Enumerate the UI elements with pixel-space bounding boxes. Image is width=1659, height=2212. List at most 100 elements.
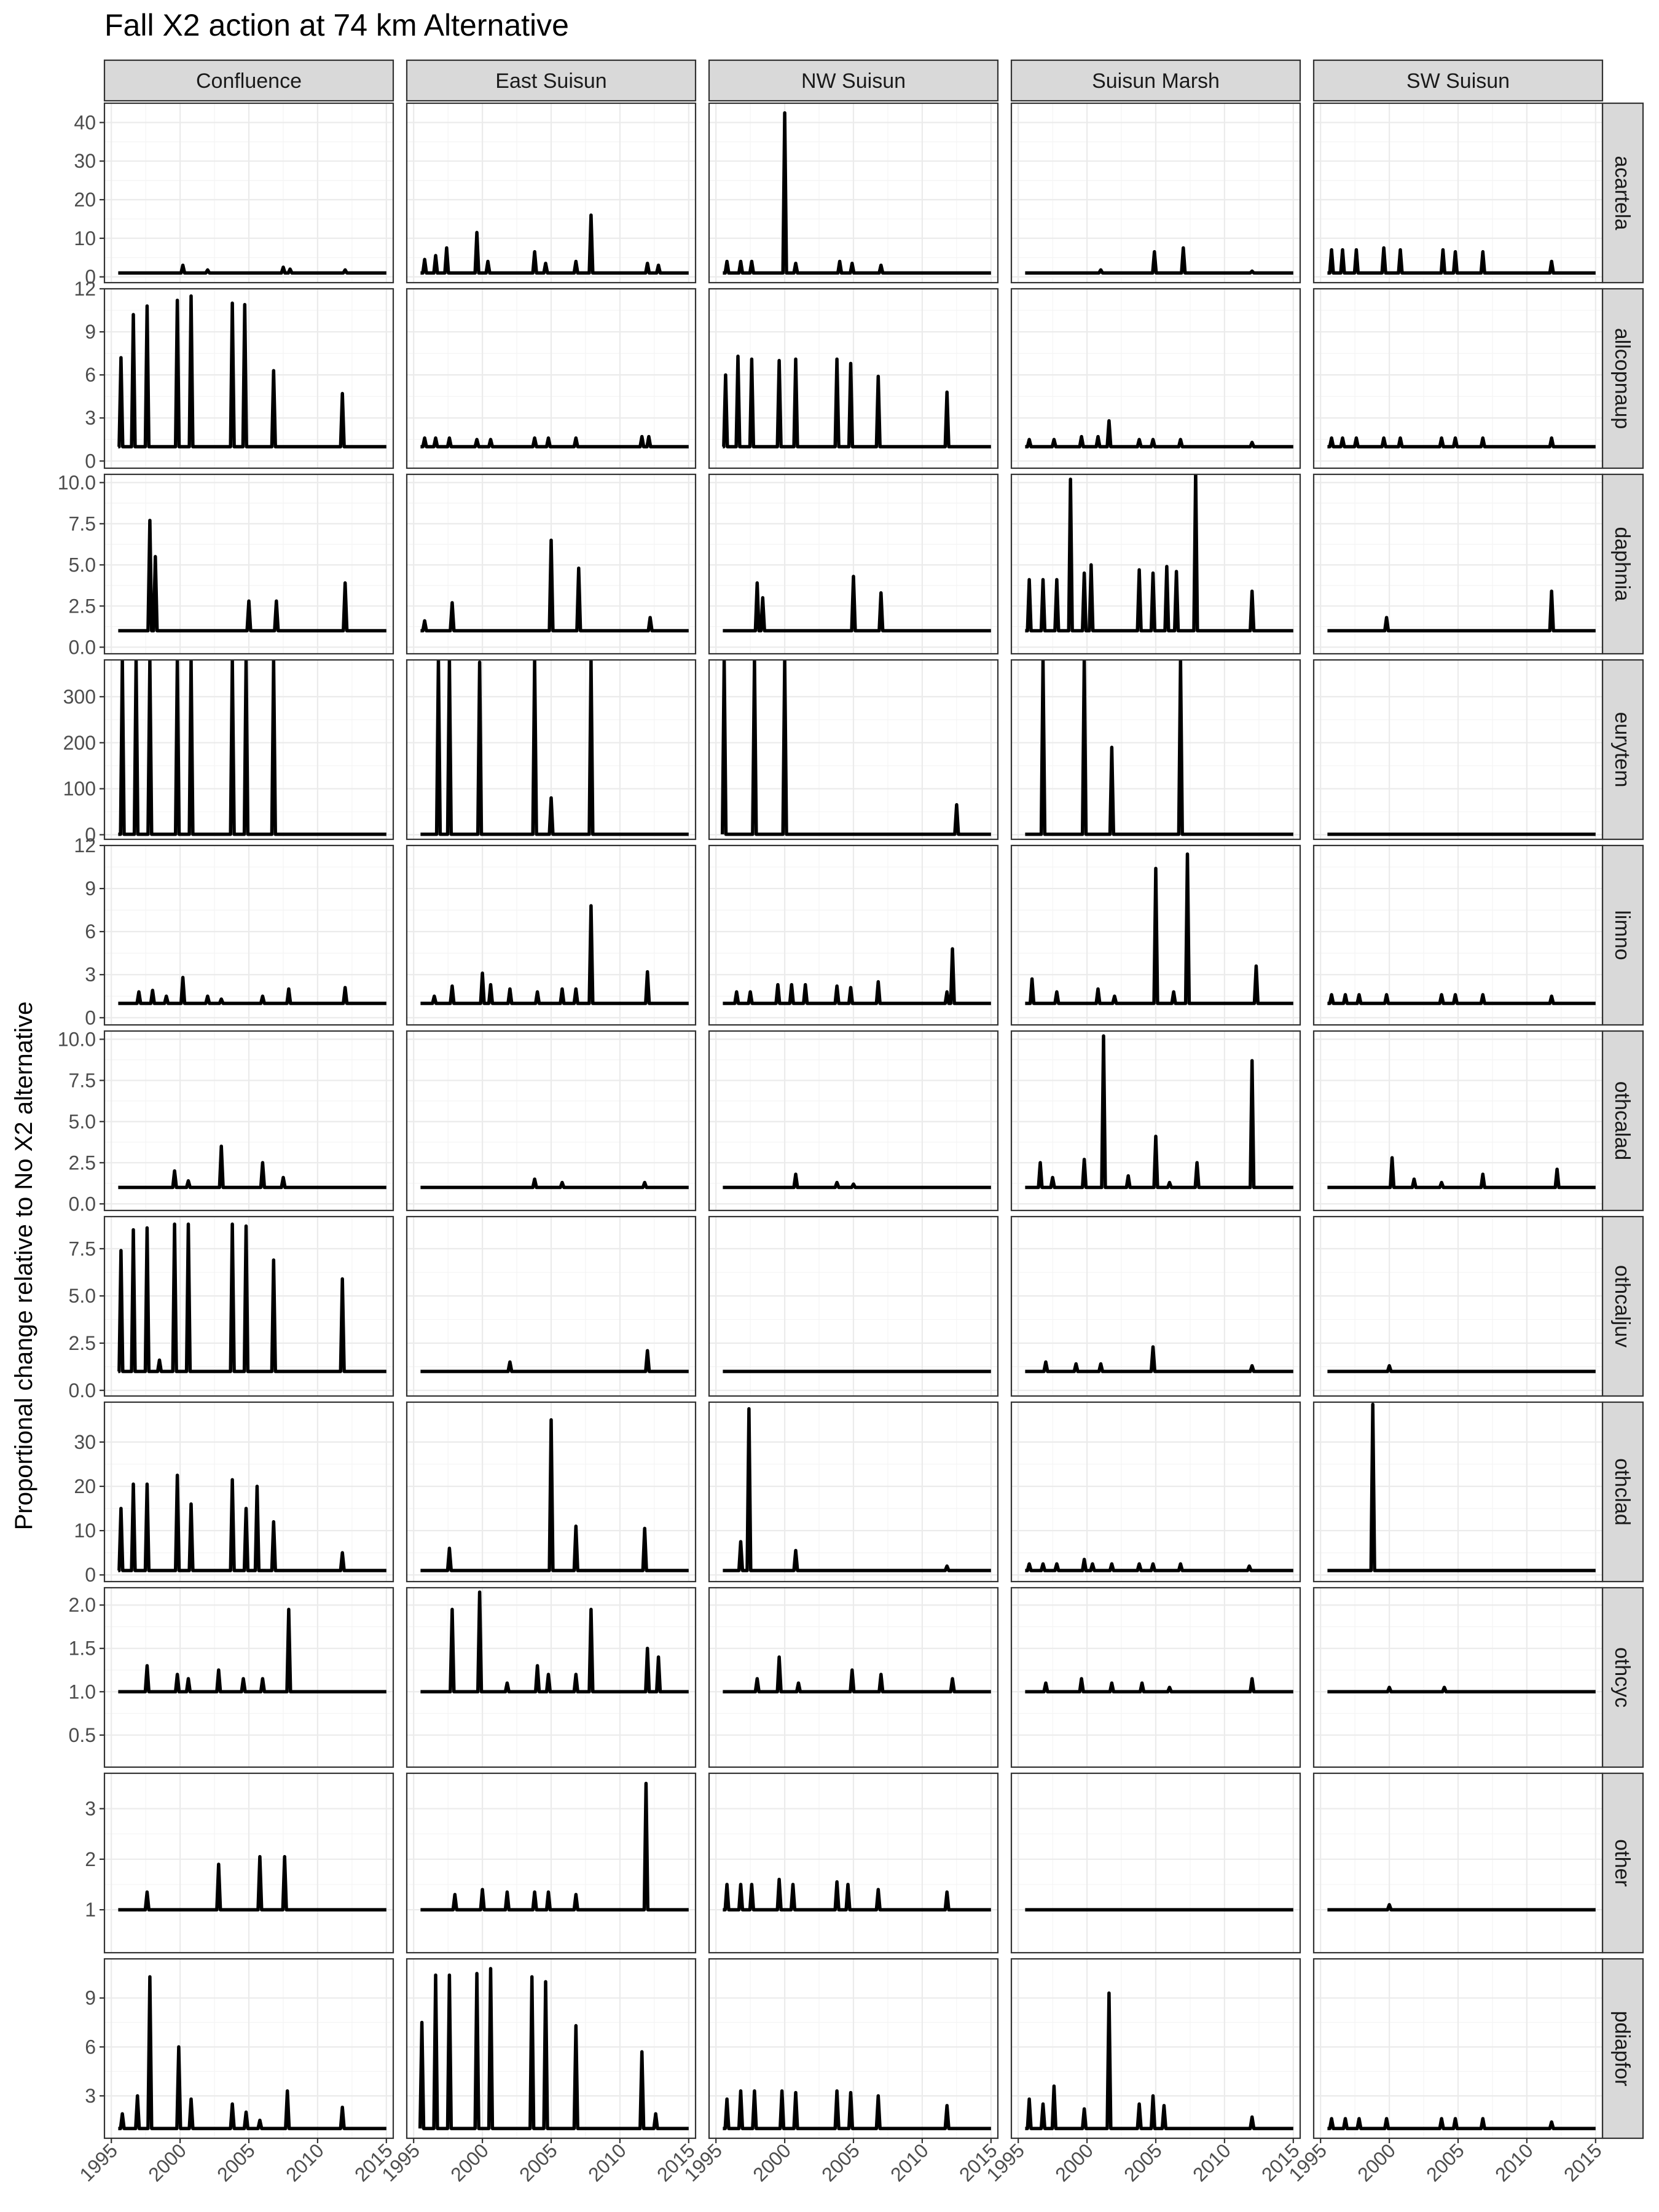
x-tick-label: 2000	[1051, 2139, 1097, 2186]
panel-othclad-sw-suisun	[1312, 1401, 1604, 1583]
series-line	[118, 1854, 386, 1912]
y-tick-label: 3	[85, 963, 96, 986]
panel-daphnia-suisun-marsh	[1010, 473, 1301, 655]
y-tick-label: 300	[63, 686, 96, 708]
series-line	[420, 1590, 689, 1694]
y-tick-label: 20	[74, 1475, 96, 1497]
series-line	[720, 660, 991, 836]
series-line	[723, 1877, 991, 1912]
series-line	[1327, 246, 1596, 275]
panel-othcyc-nw-suisun	[708, 1586, 999, 1768]
column-label-confluence: Confluence	[196, 69, 302, 93]
panel-border	[406, 1401, 697, 1583]
row-label-othcaljuv: othcaljuv	[1610, 1265, 1634, 1347]
panel-othcaljuv-nw-suisun	[708, 1215, 999, 1397]
row-label-othcyc: othcyc	[1610, 1647, 1634, 1708]
column-label-sw-suisun: SW Suisun	[1406, 69, 1510, 93]
panel-border	[708, 1215, 999, 1397]
panel-othcalad-sw-suisun	[1312, 1030, 1604, 1212]
row-strip-othcyc	[1601, 1586, 1644, 1768]
panel-allcopnaup-suisun-marsh	[1010, 288, 1301, 469]
series-line	[1327, 1156, 1596, 1190]
y-axis-title: Proportional change relative to No X2 al…	[10, 1002, 37, 1531]
series-line	[1327, 993, 1596, 1005]
panel-limno-nw-suisun	[708, 844, 999, 1026]
series-line	[1327, 1685, 1596, 1694]
panel-border	[103, 473, 394, 655]
y-tick-label: 0	[85, 450, 96, 472]
panel-other-sw-suisun	[1312, 1772, 1604, 1954]
panel-pdiapfor-east-suisun	[406, 1958, 697, 2139]
panel-acartela-confluence	[103, 102, 394, 284]
series-line	[420, 904, 689, 1005]
row-strip-daphnia	[1601, 473, 1644, 655]
x-tick-label: 2005	[515, 2139, 562, 2186]
x-tick-label: 2005	[1422, 2139, 1469, 2186]
row-label-allcopnaup: allcopnaup	[1610, 328, 1634, 429]
panel-eurytem-sw-suisun	[1312, 659, 1604, 841]
panel-acartela-east-suisun	[406, 102, 697, 284]
row-strip-limno	[1601, 844, 1644, 1026]
series-line	[723, 111, 991, 275]
panel-acartela-suisun-marsh	[1010, 102, 1301, 284]
panel-border	[1312, 844, 1604, 1026]
panel-eurytem-east-suisun	[406, 659, 697, 841]
panel-limno-east-suisun	[406, 844, 697, 1026]
y-tick-label: 1.0	[69, 1681, 96, 1703]
series-line	[1025, 660, 1293, 836]
y-tick-label: 0	[85, 266, 96, 288]
y-tick-label: 3	[85, 407, 96, 429]
series-line	[723, 2089, 991, 2130]
series-line	[117, 1222, 386, 1373]
row-label-limno: limno	[1610, 910, 1634, 960]
panel-pdiapfor-confluence	[103, 1958, 394, 2139]
y-tick-label: 2.5	[69, 1332, 96, 1354]
panel-othclad-confluence	[103, 1401, 394, 1583]
panel-allcopnaup-confluence	[103, 288, 394, 469]
y-tick-label: 30	[74, 1431, 96, 1453]
series-line	[118, 1607, 386, 1694]
panel-othcyc-east-suisun	[406, 1586, 697, 1768]
panel-daphnia-confluence	[103, 473, 394, 655]
panel-allcopnaup-nw-suisun	[708, 288, 999, 469]
series-line	[420, 1781, 689, 1912]
row-strip-othcaljuv	[1601, 1215, 1644, 1397]
series-line	[420, 1418, 689, 1572]
y-tick-label: 5.0	[69, 1110, 96, 1132]
panel-border	[708, 844, 999, 1026]
y-tick-label: 10.0	[58, 471, 96, 493]
series-line	[420, 1177, 689, 1190]
panel-daphnia-nw-suisun	[708, 473, 999, 655]
panel-daphnia-east-suisun	[406, 473, 697, 655]
panel-other-east-suisun	[406, 1772, 697, 1954]
y-tick-label: 1	[85, 1899, 96, 1921]
panel-border	[708, 1772, 999, 1954]
series-line	[1025, 474, 1293, 633]
chart-title: Fall X2 action at 74 km Alternative	[104, 8, 569, 42]
panel-border	[406, 1215, 697, 1397]
panel-border	[708, 288, 999, 469]
panel-daphnia-sw-suisun	[1312, 473, 1604, 655]
row-strip-othcalad	[1601, 1030, 1644, 1212]
series-line	[723, 1655, 991, 1694]
x-tick-label: 2010	[584, 2139, 630, 2186]
y-tick-label: 7.5	[69, 1069, 96, 1091]
panel-othcyc-suisun-marsh	[1010, 1586, 1301, 1768]
row-label-eurytem: eurytem	[1610, 712, 1634, 788]
panel-border	[1010, 1030, 1301, 1212]
panel-other-confluence	[103, 1772, 394, 1954]
series-line	[418, 1967, 689, 2130]
panel-border	[103, 1030, 394, 1212]
y-tick-label: 200	[63, 732, 96, 754]
panel-border	[1010, 473, 1301, 655]
y-tick-label: 0.5	[69, 1724, 96, 1746]
panel-eurytem-nw-suisun	[708, 659, 999, 841]
panel-othcaljuv-sw-suisun	[1312, 1215, 1604, 1397]
panel-border	[1312, 1401, 1604, 1583]
panel-border	[103, 844, 394, 1026]
panel-border	[103, 1772, 394, 1954]
y-tick-label: 0.0	[69, 1193, 96, 1215]
y-tick-label: 9	[85, 1987, 96, 2009]
panel-border	[1312, 102, 1604, 284]
panel-eurytem-confluence	[103, 659, 394, 841]
